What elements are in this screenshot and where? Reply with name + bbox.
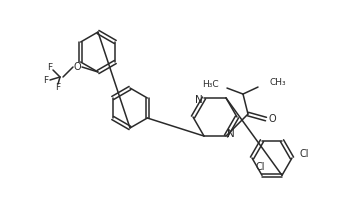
Text: F: F	[47, 62, 53, 72]
Text: F: F	[44, 75, 49, 85]
Text: H₃C: H₃C	[203, 80, 219, 89]
Text: O: O	[268, 114, 276, 124]
Text: Cl: Cl	[300, 149, 309, 159]
Text: N: N	[195, 95, 203, 105]
Text: CH₃: CH₃	[269, 78, 286, 86]
Text: O: O	[73, 62, 81, 72]
Text: Cl: Cl	[255, 162, 265, 172]
Text: N: N	[227, 129, 235, 139]
Text: F: F	[55, 83, 61, 91]
